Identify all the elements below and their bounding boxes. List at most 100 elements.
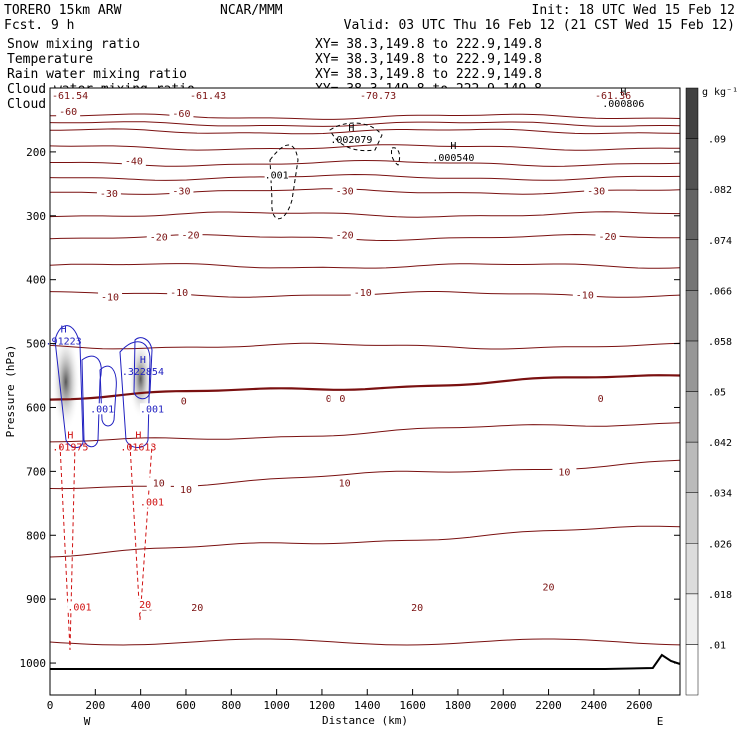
isotherm-line [49, 144, 680, 151]
x-end-west: W [84, 715, 91, 728]
cloud-water-contour [54, 325, 84, 448]
contour-label-bg [139, 496, 164, 508]
legend-field-name: Rain water mixing ratio [7, 67, 187, 82]
contour-label: -10 [354, 288, 372, 299]
forecast-hour: Fcst. 9 h [4, 18, 74, 33]
colorbar-level: .074 [708, 236, 732, 247]
contour-label-bg [572, 289, 597, 301]
contour-label: 0 [598, 394, 604, 405]
x-tick-label: 2000 [490, 699, 517, 712]
colorbar-swatch [685, 644, 699, 696]
cloud-ice-contour [391, 147, 401, 166]
isotherm-line [49, 263, 681, 269]
cloud-water-contour [133, 337, 153, 400]
contour-label-bg [169, 108, 194, 120]
plot-frame [49, 87, 681, 696]
contour-label: -30 [172, 186, 190, 197]
contour-label-bg [178, 229, 203, 241]
contour-label-bg [90, 403, 115, 415]
extremum-value: .01613 [120, 443, 156, 454]
colorbar-level: .066 [708, 286, 732, 297]
cloud-ice-contour [329, 122, 383, 152]
contour-label: -40 [125, 156, 143, 167]
extremum-value: .000540 [432, 153, 474, 164]
extremum-mark: H [450, 141, 456, 152]
isotherm-line [49, 638, 681, 646]
contour-label-bg [330, 393, 355, 405]
contour-label: .001 [265, 170, 289, 181]
isotherm-line [50, 128, 681, 135]
contour-label-bg [316, 393, 341, 405]
contour-label: .001 [67, 602, 91, 613]
colorbar-swatch [685, 441, 699, 493]
contour-label: 0 [339, 394, 345, 405]
contour-label-bg [350, 287, 375, 299]
contour-label-bg [264, 169, 289, 181]
cloud-water-contour [99, 365, 117, 427]
colorbar-swatch [685, 543, 699, 595]
colorbar-level: .01 [708, 640, 726, 651]
x-axis-label: Distance (km) [322, 714, 408, 727]
top-boundary-value: -61.54 [52, 91, 88, 102]
contour-label-bg [56, 106, 81, 118]
contour-label-bg [139, 403, 164, 415]
init-time: Init: 18 UTC Wed 15 Feb 12 [532, 3, 736, 18]
colorbar-swatch [685, 391, 699, 443]
distance-axis: 0 200 400 600 800 1000 1200 1400 1600 1800 2000 220… [47, 689, 663, 728]
contour-label: .001 [140, 404, 164, 415]
contour-label-bg [332, 477, 357, 489]
contour-label-bg [169, 185, 194, 197]
contour-label: 10 [339, 478, 351, 489]
y-tick-label: 500 [26, 338, 46, 351]
x-tick-label: 1000 [263, 699, 290, 712]
contour-labels: -60 -60 -40 -30 -30 -30 -30 -20 -20 -20 -20 -10 -10 -… [56, 106, 620, 614]
isotherm-line [49, 342, 681, 350]
y-tick-label: 200 [26, 146, 46, 159]
colorbar-level: .058 [708, 337, 732, 348]
colorbar-swatch [685, 290, 699, 342]
contour-label-bg [552, 466, 577, 478]
isotherm-line [49, 525, 681, 558]
snow-core [51, 331, 80, 432]
colorbar-swatch [685, 138, 699, 190]
contour-label-bg [405, 602, 430, 614]
x-tick-label: 2600 [626, 699, 653, 712]
colorbar-swatch [685, 87, 699, 139]
colorbar-level: .026 [708, 539, 732, 550]
colorbar-swatch [685, 593, 699, 645]
contour-label: 0 [181, 397, 187, 408]
isotherm-line [49, 113, 681, 120]
contour-label: -20 [598, 232, 616, 243]
top-boundary-value: -70.73 [360, 91, 396, 102]
isotherm-line [50, 188, 681, 195]
y-tick-label: 600 [26, 401, 46, 414]
extremum-mark: H [348, 123, 354, 134]
extremum-value: .91223 [46, 336, 82, 347]
model-title: TORERO 15km ARW [4, 3, 122, 18]
contour-label: -60 [59, 107, 77, 118]
y-tick-label: 1000 [20, 657, 47, 670]
x-tick-label: 600 [176, 699, 196, 712]
rain-contour [129, 444, 153, 621]
colorbar-swatch [685, 340, 699, 392]
contour-label-bg [96, 187, 121, 199]
contour-label: 10 [153, 478, 165, 489]
colorbar-level: .042 [708, 438, 732, 449]
x-tick-label: 2200 [535, 699, 562, 712]
isotherm-line [50, 159, 681, 167]
isotherm-line [49, 173, 681, 181]
colorbar-level: .09 [708, 135, 726, 146]
y-tick-label: 700 [26, 465, 46, 478]
extremum-value: .01975 [52, 443, 88, 454]
x-tick-label: 200 [85, 699, 105, 712]
legend-field-xy: XY= 38.3,149.8 to 222.9,149.8 [315, 67, 542, 82]
x-tick-label: 0 [47, 699, 54, 712]
contour-label: .001 [140, 498, 164, 509]
contour-label: -20 [336, 231, 354, 242]
cloud-water-contour [81, 355, 102, 448]
x-tick-label: 1600 [399, 699, 426, 712]
contour-label: -10 [576, 291, 594, 302]
contour-label: -30 [587, 186, 605, 197]
extremum-mark: H [61, 324, 67, 335]
